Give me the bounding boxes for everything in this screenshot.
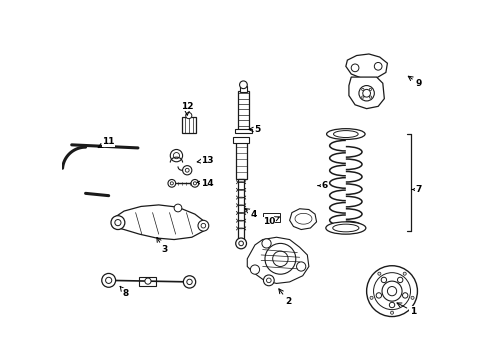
Circle shape [171, 149, 183, 162]
Bar [240, 86, 247, 93]
Circle shape [239, 241, 244, 246]
Circle shape [194, 182, 196, 185]
Bar [182, 117, 196, 132]
Circle shape [373, 273, 411, 310]
Circle shape [186, 112, 192, 119]
Ellipse shape [326, 222, 366, 234]
Bar [238, 91, 249, 131]
Circle shape [240, 81, 247, 89]
Circle shape [397, 277, 403, 283]
Ellipse shape [333, 224, 359, 232]
Text: 6: 6 [318, 181, 327, 190]
Text: 5: 5 [249, 125, 260, 134]
Circle shape [369, 88, 371, 91]
Text: 2: 2 [279, 289, 291, 306]
Circle shape [115, 220, 121, 226]
Polygon shape [247, 237, 309, 283]
Text: 8: 8 [120, 286, 129, 298]
Circle shape [390, 302, 395, 308]
Polygon shape [346, 54, 388, 78]
Polygon shape [113, 205, 205, 239]
Polygon shape [290, 209, 317, 230]
Circle shape [145, 278, 151, 284]
Text: 9: 9 [408, 76, 421, 88]
Circle shape [168, 180, 175, 187]
Circle shape [264, 275, 274, 286]
Circle shape [187, 279, 192, 285]
Circle shape [378, 272, 381, 275]
Circle shape [198, 220, 209, 231]
Bar [238, 179, 244, 240]
Bar [140, 276, 156, 286]
Text: 11: 11 [98, 137, 115, 148]
Circle shape [102, 274, 116, 287]
Circle shape [388, 287, 397, 296]
Circle shape [381, 277, 387, 283]
Circle shape [351, 64, 359, 72]
Ellipse shape [327, 129, 365, 139]
Circle shape [174, 204, 182, 212]
Circle shape [363, 89, 370, 97]
Bar [263, 213, 280, 222]
Text: 12: 12 [181, 102, 194, 115]
Circle shape [359, 86, 374, 101]
Bar [236, 142, 246, 179]
Circle shape [111, 216, 125, 230]
Circle shape [265, 243, 296, 274]
Bar [235, 130, 252, 133]
Text: 10: 10 [263, 217, 279, 226]
Circle shape [250, 265, 260, 274]
Circle shape [374, 62, 382, 70]
Text: 14: 14 [197, 179, 214, 188]
Circle shape [376, 293, 382, 298]
Circle shape [236, 238, 246, 249]
Bar [233, 137, 249, 143]
Circle shape [267, 278, 271, 283]
Circle shape [382, 281, 402, 301]
Circle shape [106, 277, 112, 283]
Circle shape [273, 251, 288, 266]
Circle shape [369, 96, 371, 98]
Circle shape [262, 239, 271, 248]
Circle shape [411, 296, 414, 300]
Circle shape [171, 182, 173, 185]
Circle shape [296, 262, 306, 271]
Text: 13: 13 [197, 156, 214, 165]
Text: 1: 1 [397, 303, 416, 316]
Circle shape [370, 296, 373, 300]
Circle shape [183, 276, 196, 288]
Polygon shape [349, 77, 384, 109]
Circle shape [173, 153, 179, 159]
Text: 7: 7 [412, 185, 421, 194]
Circle shape [362, 96, 364, 98]
Ellipse shape [334, 131, 358, 138]
Circle shape [183, 166, 192, 175]
Circle shape [362, 88, 364, 91]
Circle shape [185, 168, 189, 172]
Text: 3: 3 [157, 238, 167, 254]
Text: 4: 4 [245, 208, 257, 219]
Circle shape [201, 223, 206, 228]
Circle shape [402, 293, 408, 298]
Circle shape [191, 180, 199, 187]
Circle shape [403, 272, 406, 275]
Circle shape [391, 311, 393, 314]
Circle shape [367, 266, 417, 316]
